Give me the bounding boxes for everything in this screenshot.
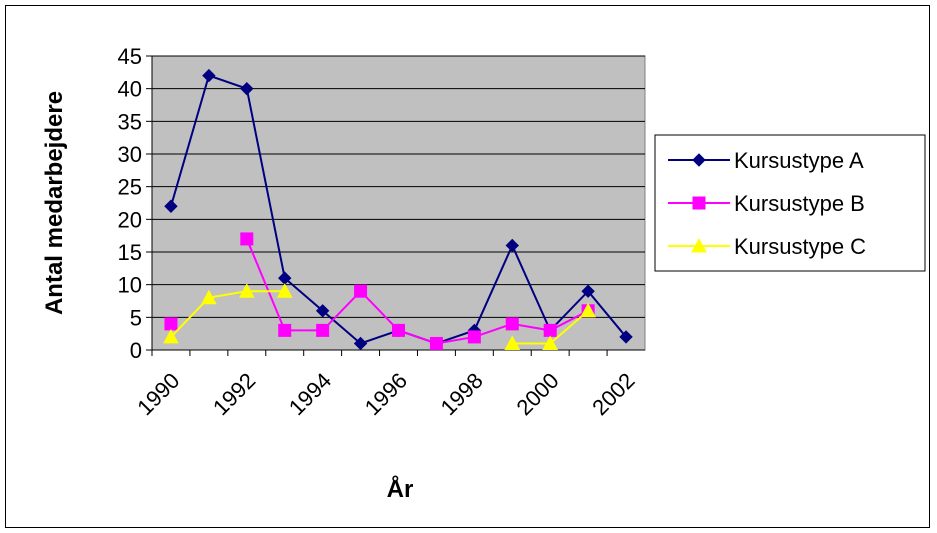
y-axis-label: Antal medarbejdere [41, 91, 68, 315]
series-c-marker [201, 289, 217, 305]
series-b-marker [429, 336, 443, 350]
series-a-marker [581, 284, 595, 298]
series-b-marker [354, 284, 368, 298]
series-c-marker [238, 283, 255, 298]
gridlines [146, 55, 645, 351]
series-a-marker [240, 81, 254, 96]
x-tick-label: 1996 [360, 368, 412, 420]
x-tick-label: 2002 [587, 368, 639, 420]
series-c-marker [163, 328, 179, 344]
x-tick-label: 1990 [132, 368, 184, 420]
legend-series-a-marker [692, 153, 706, 167]
y-tick-label: 5 [130, 305, 142, 330]
legend: Kursustype A Kursustype B Kursustype C [654, 134, 926, 272]
series-b-marker [240, 232, 254, 246]
y-tick-label: 20 [118, 207, 142, 232]
series-c [163, 283, 596, 350]
series-a-marker [619, 330, 633, 344]
legend-label: Kursustype C [734, 234, 866, 259]
series-a-marker [315, 304, 330, 318]
axes [151, 56, 645, 356]
series-c-marker [504, 335, 521, 350]
series-a-marker [164, 199, 178, 213]
y-tick-label: 15 [118, 240, 142, 265]
series-b-marker [467, 330, 481, 344]
series-a-marker [202, 68, 216, 83]
series-b-marker [164, 317, 178, 331]
legend-series-c-marker [691, 237, 707, 253]
series-b-marker [316, 323, 330, 337]
legend-series-b-marker [692, 196, 706, 210]
y-tick-label: 30 [118, 142, 142, 167]
series-b-line [245, 238, 589, 345]
series-a-marker [505, 238, 519, 253]
legend-label: Kursustype B [734, 191, 865, 216]
series-b-marker [505, 317, 519, 331]
legend-label: Kursustype A [734, 148, 864, 173]
series-c-marker [276, 283, 293, 298]
plot-area [151, 55, 646, 351]
y-tick-label: 25 [118, 175, 142, 200]
y-tick-label: 45 [118, 44, 142, 69]
series-b-marker [543, 323, 557, 337]
y-tick-label: 35 [118, 109, 142, 134]
series-group [163, 68, 633, 351]
series-b-marker [278, 323, 292, 337]
y-tick-label: 40 [118, 77, 142, 102]
x-tick-label: 1992 [208, 368, 260, 420]
series-a-marker [353, 336, 368, 351]
series-b [164, 232, 595, 350]
x-axis-label: År [387, 475, 414, 503]
x-tick-label: 2000 [511, 368, 563, 420]
x-tick-label: 1998 [436, 368, 488, 420]
y-tick-label: 0 [130, 338, 142, 363]
x-tick-label: 1994 [284, 368, 336, 420]
x-tick-labels: 1990 1992 1994 1996 1998 2000 2002 [132, 368, 639, 420]
y-tick-label: 10 [118, 273, 142, 298]
series-c-line [170, 290, 285, 338]
series-c-marker [580, 302, 596, 318]
series-b-marker [392, 323, 405, 337]
series-c-marker [542, 335, 559, 350]
y-tick-labels: 0 5 10 15 20 25 30 35 40 45 [118, 44, 142, 363]
